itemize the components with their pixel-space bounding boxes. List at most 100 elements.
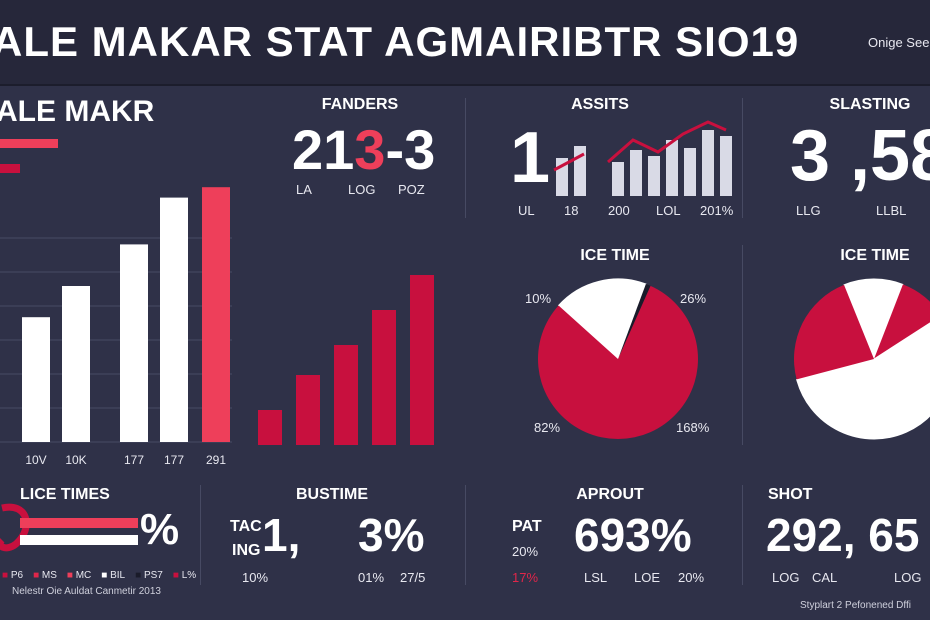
- shot-label-3: LOG: [894, 570, 922, 585]
- lice-legend-item-1: ■ P6: [2, 570, 23, 581]
- bustime-value-a: 1,: [262, 509, 301, 561]
- main-tick-label: 177: [124, 453, 144, 467]
- bustime-label-3: 27/5: [400, 570, 426, 585]
- assists-label-1: UL: [518, 203, 535, 218]
- fanders-value-part: 21: [292, 118, 355, 181]
- lice-legend-swatch-3: ■: [66, 570, 73, 581]
- lice-legend-label-4: BIL: [110, 570, 126, 581]
- fanders-label-2: LOG: [348, 182, 376, 197]
- pie-slice: [794, 284, 874, 380]
- lice-times-legend: ■ P6 ■ MS ■ MC ■ BIL ■ PS7 ■ L%: [2, 570, 196, 581]
- assists-mini-bar: [574, 146, 586, 196]
- pie-slice: [618, 284, 651, 359]
- assists-label-5: 201%: [700, 203, 734, 218]
- main-chart-title: ALE MAKR: [0, 95, 155, 128]
- shot-label-2: CAL: [812, 570, 838, 585]
- main-bar-chart: 10V 10K 177 177 291: [0, 187, 232, 467]
- fanders-value-text: 213-3: [292, 118, 435, 181]
- red-bar-chart: [258, 275, 434, 445]
- ice-time-2-pie: [794, 278, 930, 440]
- red-bar: [372, 310, 396, 445]
- assists-big-digit: 1: [510, 118, 551, 198]
- lice-times-footer: Nelestr Oie Auldat Canmetir 2013: [12, 586, 161, 597]
- accent-bar-short: [0, 164, 20, 173]
- page-title: ALE MAKAR STAT AGMAIRIBTR SIO19: [0, 18, 800, 65]
- aprout-side-2: 20%: [512, 544, 539, 559]
- main-bar: [202, 187, 230, 442]
- lice-legend-item-4: ■ BIL: [101, 570, 125, 581]
- lice-times-title: LICE TIMES: [20, 486, 110, 503]
- slasting-value: 3 ,58: [790, 116, 930, 196]
- lice-legend-item-2: ■ MS: [33, 570, 57, 581]
- main-tick-label: 10V: [25, 453, 46, 467]
- lice-times-value: %: [140, 505, 180, 554]
- lice-legend-swatch-1: ■: [2, 570, 9, 581]
- bustime-side-2: ING: [232, 542, 261, 559]
- lice-legend-label-5: PS7: [143, 570, 163, 581]
- lice-legend-item-5: ■ PS7: [135, 570, 163, 581]
- lice-times-swirl: [0, 503, 30, 552]
- main-tick-label: 291: [206, 453, 226, 467]
- assists-title: ASSITS: [571, 96, 629, 113]
- assists-mini-chart: [553, 120, 732, 196]
- assists-mini-bar: [720, 136, 732, 196]
- aprout-label-1: LSL: [584, 570, 608, 585]
- ice-time-2-title: ICE TIME: [840, 247, 910, 264]
- lice-legend-label-2: MS: [41, 570, 57, 581]
- ice-time-1-label-1: 10%: [525, 291, 552, 306]
- fanders-label-3: POZ: [398, 182, 425, 197]
- divider-v2: [742, 98, 743, 218]
- lice-legend-label-3: MC: [75, 570, 92, 581]
- aprout-title: APROUT: [576, 486, 644, 503]
- aprout-side-3: 17%: [512, 570, 539, 585]
- ice-time-1-label-4: 168%: [676, 420, 710, 435]
- divider-v1: [465, 98, 466, 218]
- lice-legend-item-3: ■ MC: [67, 570, 91, 581]
- shot-value: 292, 65: [766, 509, 920, 561]
- header-bar: [0, 0, 930, 86]
- divider-v3: [742, 245, 743, 445]
- assists-mini-bar: [666, 140, 678, 196]
- ice-time-1-pie: [538, 278, 698, 439]
- assists-label-3: 200: [608, 203, 630, 218]
- pie-slice: [557, 278, 647, 360]
- lice-legend-label-1: P6: [10, 570, 24, 581]
- lice-legend-swatch-4: ■: [101, 570, 108, 581]
- assists-mini-bar: [648, 156, 660, 196]
- bustime-value-b: 3%: [358, 509, 425, 561]
- red-bar: [296, 375, 320, 445]
- fanders-title: FANDERS: [321, 96, 399, 113]
- header-subtitle: Onige Seel: [868, 35, 930, 50]
- accent-bar-long: [0, 139, 58, 148]
- main-bar: [22, 317, 50, 442]
- divider-v6: [742, 485, 743, 585]
- divider-v5: [465, 485, 466, 585]
- bustime-title: BUSTIME: [296, 486, 368, 503]
- ice-time-1-label-2: 26%: [680, 291, 707, 306]
- red-bar: [410, 275, 434, 445]
- lice-legend-label-6: L%: [181, 570, 197, 581]
- slasting-label-2: LLBL: [876, 203, 907, 218]
- assists-mini-bar: [702, 130, 714, 196]
- assists-label-2: 18: [564, 203, 579, 218]
- slasting-title: SLASTING: [829, 96, 911, 113]
- ice-time-1-title: ICE TIME: [580, 247, 650, 264]
- fanders-value-part: 3: [354, 118, 386, 181]
- ice-time-1-label-3: 82%: [534, 420, 561, 435]
- aprout-label-3: 20%: [678, 570, 705, 585]
- lice-legend-item-6: ■ L%: [173, 570, 196, 581]
- lice-times-swirl-path: [0, 503, 30, 552]
- fanders-value: 213-3: [292, 122, 435, 178]
- shot-title: SHOT: [768, 486, 813, 503]
- red-bar: [258, 410, 282, 445]
- main-tick-label: 10K: [65, 453, 86, 467]
- aprout-value: 693%: [574, 509, 692, 561]
- lice-times-bar-1: [20, 518, 138, 528]
- assists-trend-line-2: [607, 120, 727, 164]
- assists-label-4: LOL: [656, 203, 681, 218]
- main-bar: [62, 286, 90, 442]
- assists-mini-bar: [612, 162, 624, 196]
- pie-slice: [796, 322, 930, 440]
- fanders-value-part: -3: [385, 118, 436, 181]
- aprout-side-1: PAT: [512, 518, 542, 535]
